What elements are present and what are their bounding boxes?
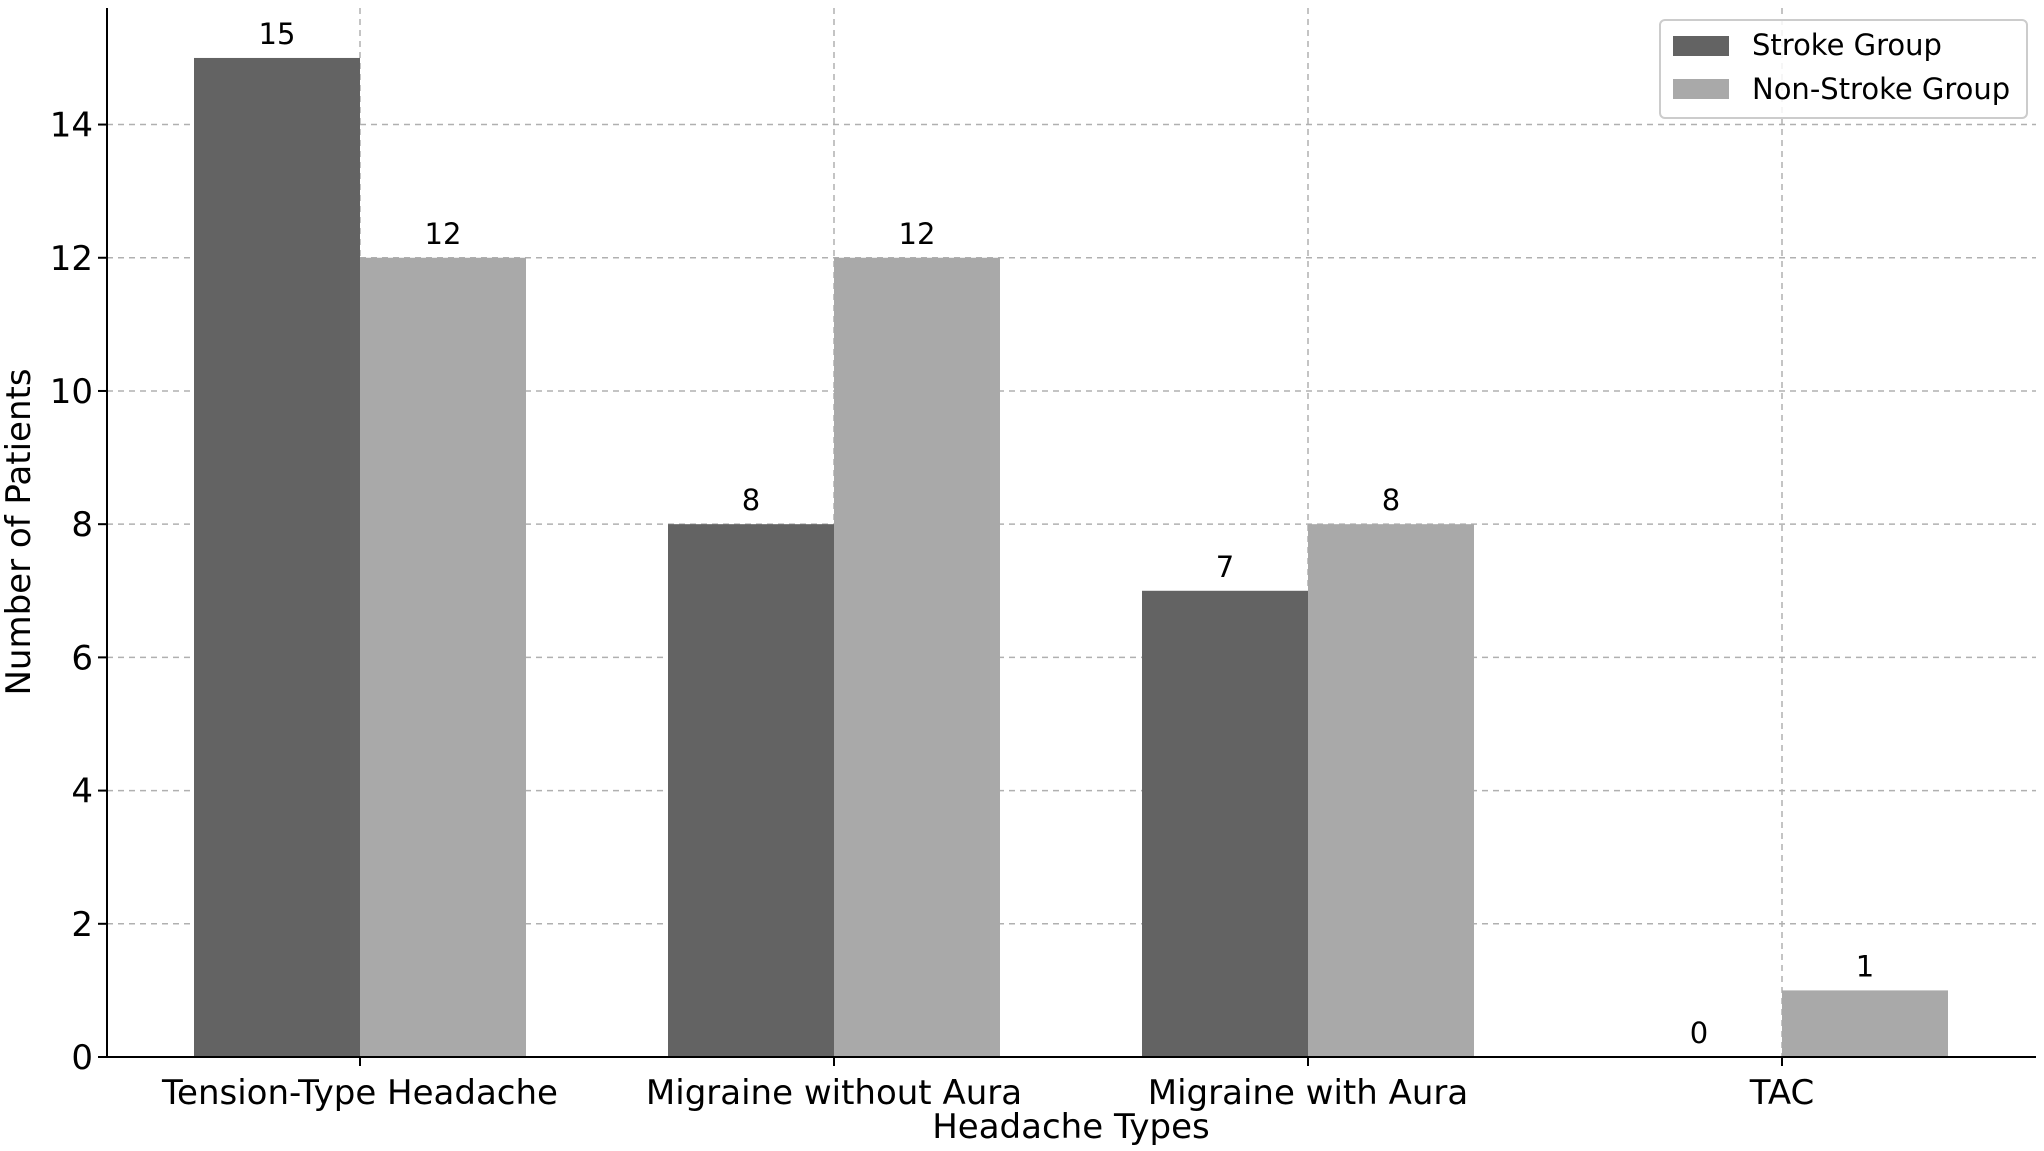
data-label-stroke-group: 8 [742,483,760,517]
x-tick-label: Migraine without Aura [646,1073,1022,1113]
data-label-non-stroke-group: 8 [1382,483,1400,517]
x-ticks: Tension-Type Headache Migraine without Au… [161,1057,1814,1113]
y-tick-label: 6 [71,638,93,678]
bar-stroke-group [668,524,834,1057]
data-label-non-stroke-group: 12 [425,217,462,251]
bars [194,57,1948,1057]
legend-frame [1659,19,2028,119]
data-labels: 15 8 7 0 12 12 8 1 [259,17,1875,1050]
x-axis-title: Headache Types [932,1107,1210,1147]
y-tick-label: 10 [50,372,93,412]
legend-label-non-stroke-group: Non-Stroke Group [1752,72,2010,106]
legend-swatch-stroke-group [1673,36,1729,56]
bar-non-stroke-group [1782,990,1948,1057]
y-tick-label: 2 [71,905,93,945]
y-tick-label: 0 [71,1038,93,1078]
bar-stroke-group [1142,590,1308,1057]
x-tick-label: Tension-Type Headache [161,1073,558,1113]
data-label-stroke-group: 7 [1216,550,1234,584]
legend-label-stroke-group: Stroke Group [1752,28,1942,62]
legend-swatch-non-stroke-group [1673,79,1729,99]
y-ticks: 0 2 4 6 8 10 12 14 [50,106,107,1078]
bar-non-stroke-group [834,257,1000,1057]
y-axis-title: Number of Patients [0,368,39,695]
legend: Stroke Group Non-Stroke Group [1659,19,2028,119]
y-tick-label: 8 [71,505,93,545]
y-tick-label: 12 [50,239,93,279]
axes [106,8,2036,1058]
bar-non-stroke-group [1308,524,1474,1057]
x-tick-label: Migraine with Aura [1148,1073,1468,1113]
data-label-non-stroke-group: 1 [1856,949,1874,983]
data-label-stroke-group: 15 [259,17,296,51]
data-label-non-stroke-group: 12 [899,217,936,251]
x-tick-label: TAC [1749,1073,1815,1113]
y-tick-label: 4 [71,772,93,812]
bar-non-stroke-group [360,257,526,1057]
data-label-stroke-group: 0 [1690,1016,1708,1050]
y-tick-label: 14 [50,106,93,146]
bar-stroke-group [194,57,360,1057]
